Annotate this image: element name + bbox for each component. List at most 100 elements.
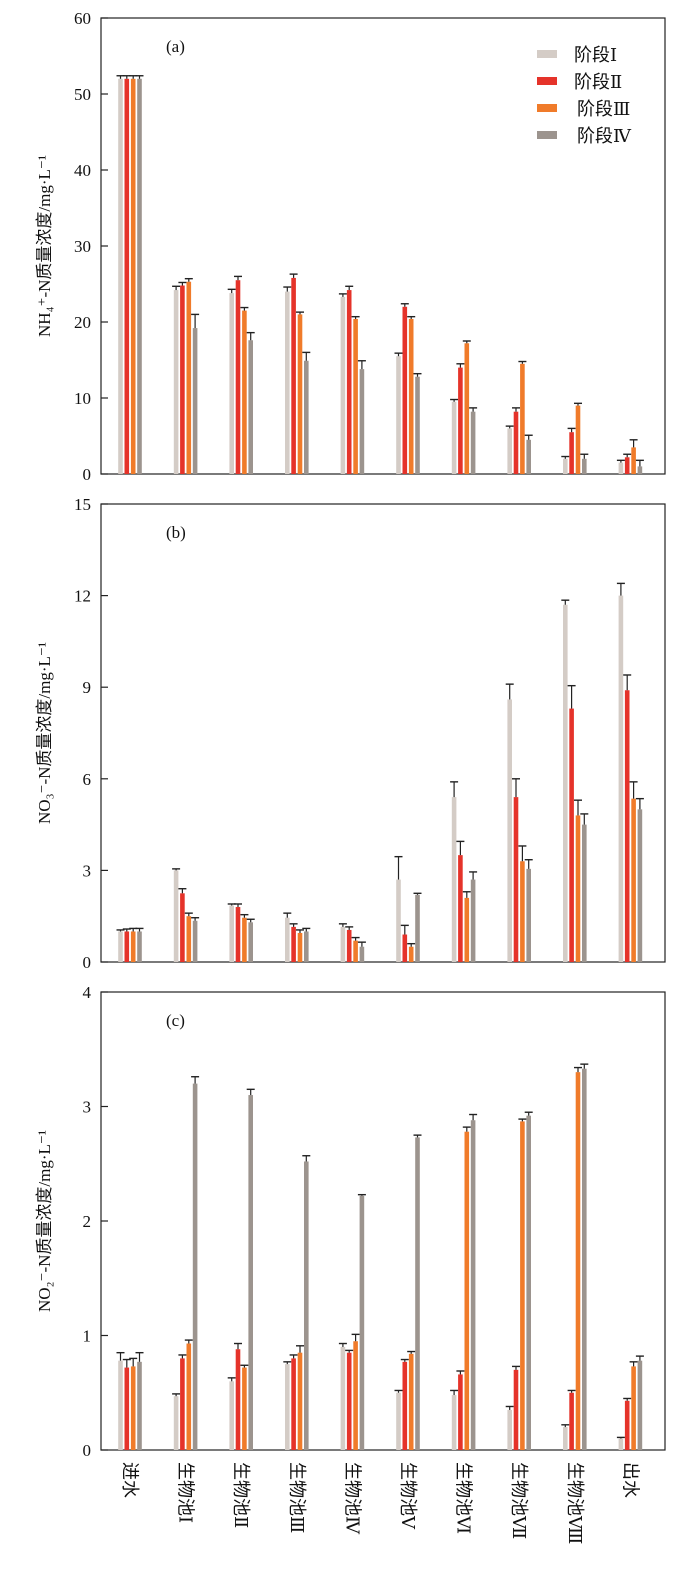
bar <box>408 318 414 474</box>
bar <box>346 1352 352 1450</box>
bar <box>229 905 234 962</box>
bar <box>340 926 346 962</box>
bar <box>451 797 457 962</box>
bar <box>180 1358 185 1450</box>
bar <box>618 462 624 474</box>
bar <box>242 917 247 962</box>
y-tick-label: 50 <box>74 85 91 104</box>
bar <box>359 369 365 474</box>
bar <box>520 363 525 474</box>
bar <box>186 1343 192 1450</box>
legend-label: 阶段Ⅲ <box>577 99 630 119</box>
y-tick-label: 40 <box>74 161 91 180</box>
bar <box>304 931 309 962</box>
bar <box>130 1366 136 1450</box>
bar <box>118 1360 123 1450</box>
bar <box>130 78 136 475</box>
bar <box>235 907 241 962</box>
legend: 阶段Ⅰ 阶段Ⅱ 阶段Ⅲ 阶段Ⅳ <box>537 45 632 146</box>
legend-swatch <box>537 104 557 112</box>
series-3 <box>129 1066 638 1450</box>
y-tick-label: 0 <box>83 953 92 972</box>
bar <box>396 1392 401 1450</box>
bar <box>618 595 624 962</box>
bar <box>569 432 574 474</box>
series-4 <box>135 1063 644 1450</box>
y-tick-label: 12 <box>74 587 91 606</box>
y-tick-label: 1 <box>83 1327 92 1346</box>
bar <box>451 401 457 474</box>
x-tick-label: 生物池Ⅴ <box>398 1462 418 1530</box>
bar <box>229 293 234 474</box>
bar <box>137 78 142 475</box>
y-tick-label: 20 <box>74 313 91 332</box>
series-2 <box>122 75 632 475</box>
bar <box>291 1358 296 1450</box>
bar <box>464 1131 470 1450</box>
bar <box>297 1352 303 1450</box>
bar <box>173 290 179 474</box>
bar <box>415 376 420 474</box>
x-tick-label: 生物池Ⅱ <box>231 1462 251 1528</box>
bar <box>526 439 531 474</box>
plot-frame <box>100 991 666 1451</box>
y-tick-label: 3 <box>83 1098 92 1117</box>
bar <box>624 1400 630 1450</box>
bar <box>415 1137 420 1450</box>
bar <box>637 1360 643 1450</box>
bar <box>137 1361 142 1450</box>
panel-2: 0 3 6 9 12 15 NO₃⁻-N质量浓度/mg·L⁻¹ (b) <box>35 495 666 972</box>
bar <box>359 946 365 962</box>
bar <box>513 797 519 962</box>
bar <box>291 277 296 474</box>
bar <box>520 1121 525 1450</box>
bar <box>575 1072 581 1450</box>
bar <box>248 340 253 474</box>
bar <box>526 1115 531 1450</box>
y-tick-label: 9 <box>83 678 92 697</box>
x-tick-label: 生物池Ⅶ <box>509 1462 529 1539</box>
bar <box>513 411 519 474</box>
bar <box>458 855 463 962</box>
y-tick-label: 10 <box>74 389 91 408</box>
bar <box>297 932 303 962</box>
bar <box>285 917 290 962</box>
bar <box>402 1361 408 1450</box>
bar <box>507 428 512 474</box>
bar <box>526 868 531 962</box>
bar <box>118 931 123 962</box>
legend-swatch <box>537 77 557 85</box>
y-axis-label: NO₂⁻-N质量浓度/mg·L⁻¹ <box>35 1130 54 1312</box>
bar <box>192 1083 198 1450</box>
series-3 <box>129 75 638 475</box>
x-tick-label: 生物池Ⅷ <box>565 1462 585 1544</box>
series-2 <box>122 674 632 962</box>
x-tick-label: 生物池Ⅰ <box>176 1462 196 1523</box>
x-tick-label: 生物池Ⅳ <box>342 1462 362 1535</box>
bar <box>569 1392 574 1450</box>
bar <box>507 1409 512 1450</box>
bar <box>340 1346 346 1450</box>
bar <box>631 447 636 474</box>
bar <box>248 922 253 962</box>
bar <box>297 314 303 474</box>
bar <box>513 1369 519 1450</box>
bar <box>118 78 123 475</box>
bar <box>192 920 198 962</box>
bar <box>242 310 247 474</box>
series-1 <box>116 582 625 962</box>
bar <box>137 931 142 962</box>
bar <box>396 356 401 474</box>
bar <box>458 1374 463 1450</box>
bar <box>285 291 290 474</box>
bar <box>631 1366 636 1450</box>
bar <box>507 699 512 962</box>
plot-frame <box>100 503 666 963</box>
bar <box>192 328 198 474</box>
bar <box>458 367 463 474</box>
bar <box>124 931 130 962</box>
bar <box>624 457 630 474</box>
bar <box>359 1195 365 1450</box>
y-tick-label: 2 <box>83 1212 92 1231</box>
